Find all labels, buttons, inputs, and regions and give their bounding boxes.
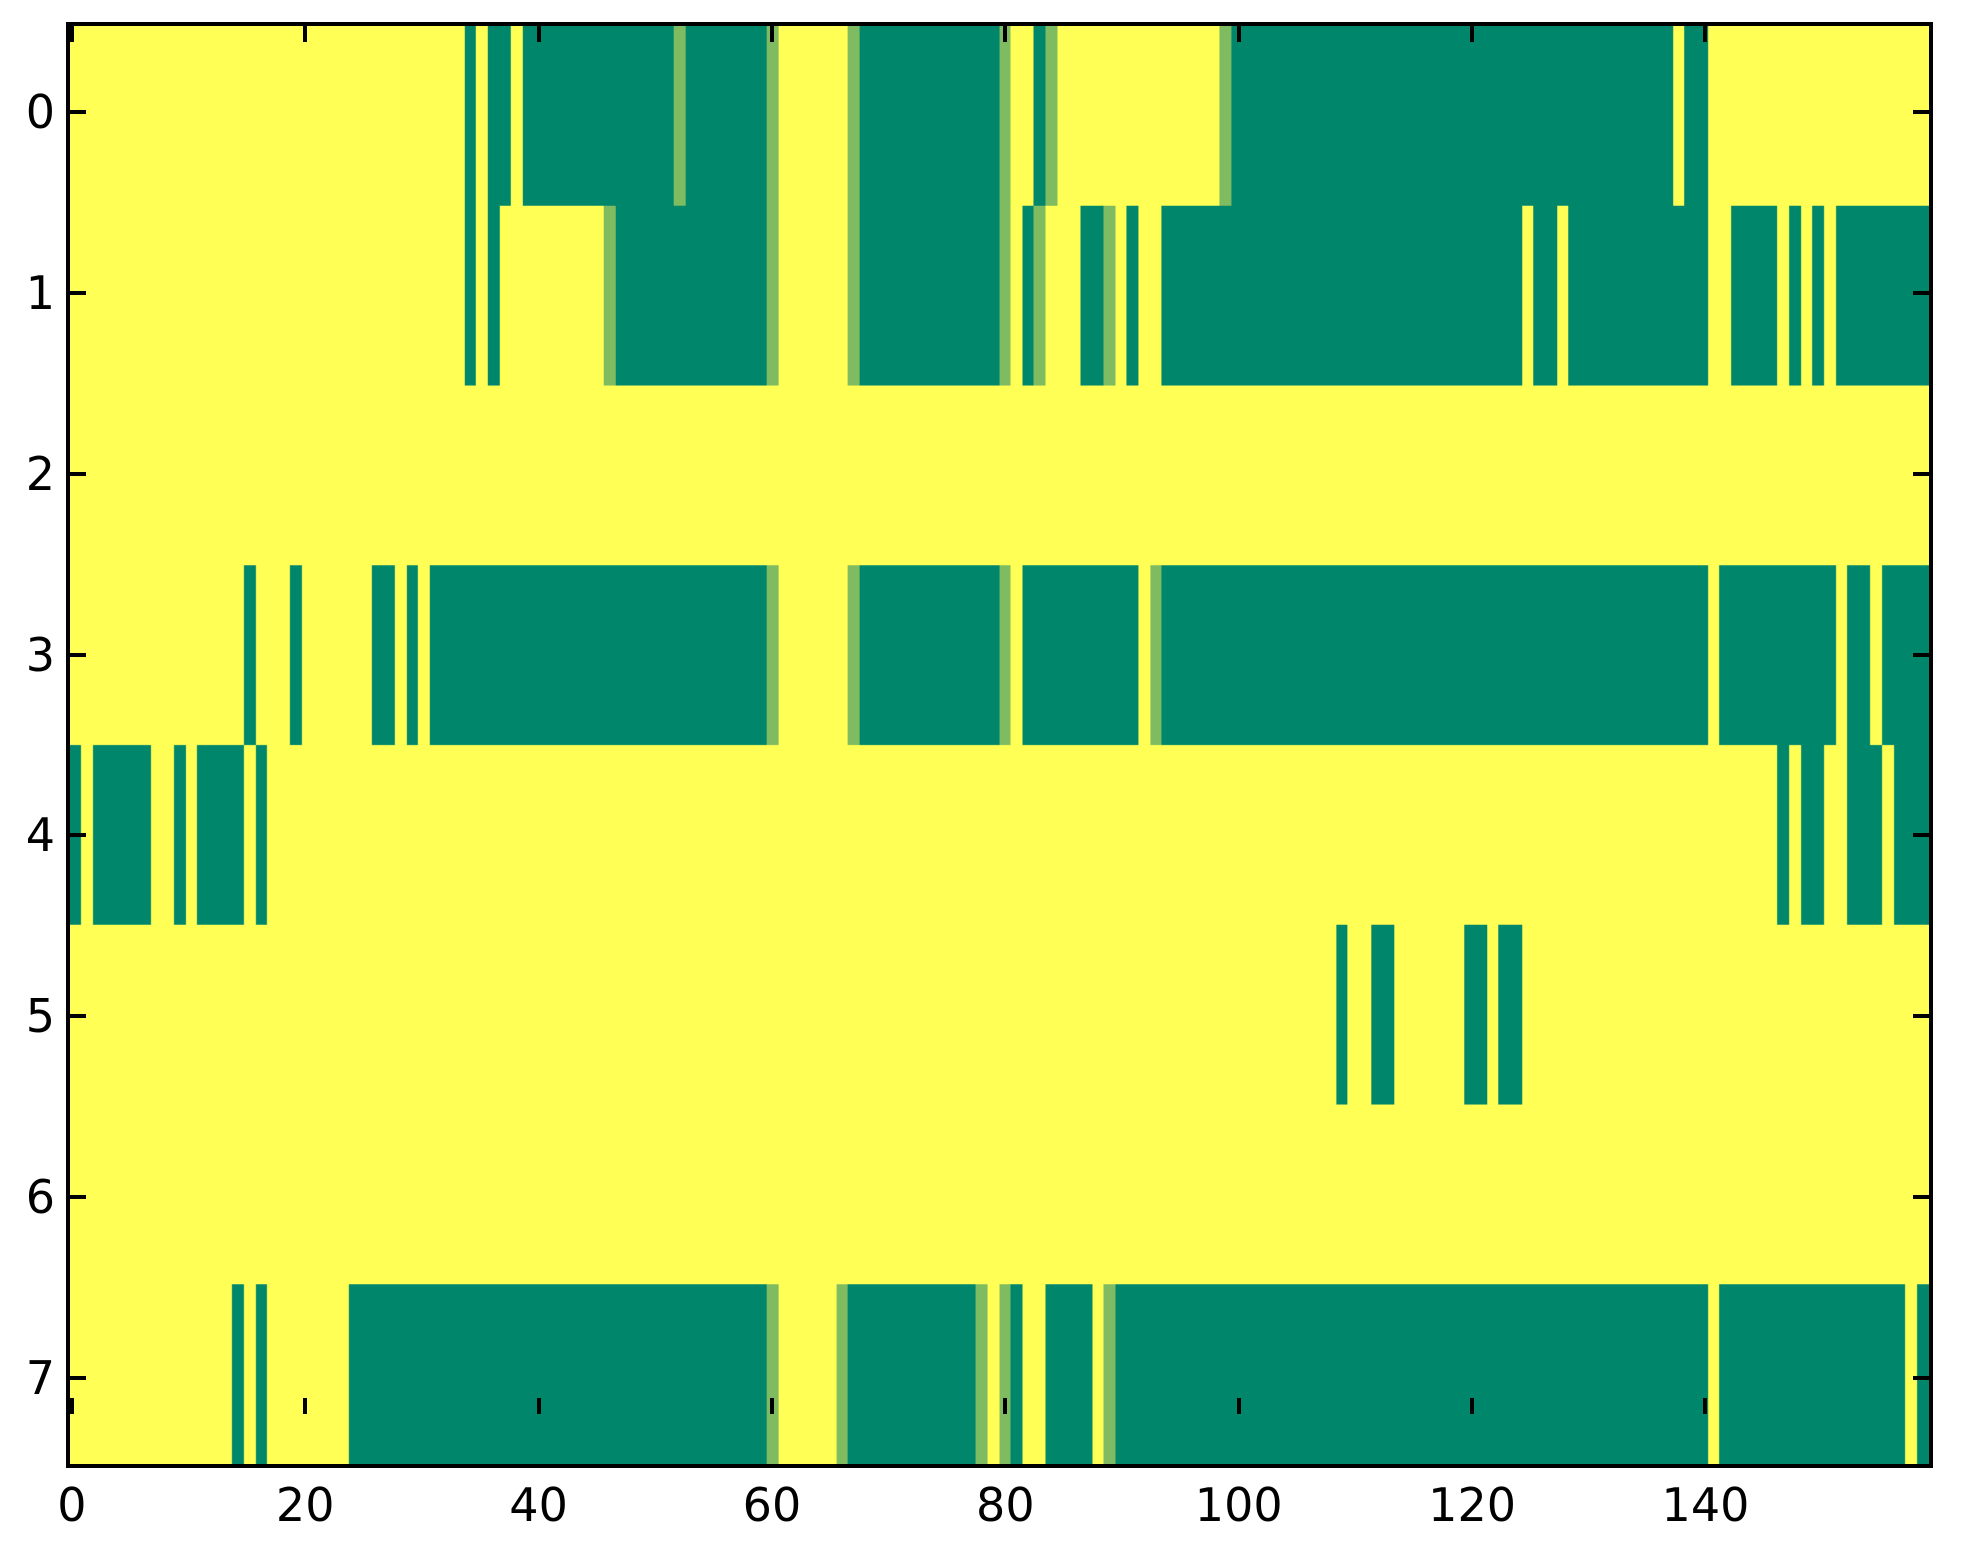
y-tick-label-2: 2 — [25, 446, 55, 501]
y-tick-mark-right-6 — [1913, 1194, 1929, 1199]
x-tick-mark-140 — [1703, 1398, 1708, 1414]
y-tick-label-0: 0 — [25, 85, 55, 140]
y-tick-label-6: 6 — [25, 1169, 55, 1224]
y-tick-label-7: 7 — [25, 1350, 55, 1405]
x-tick-label-0: 0 — [57, 1478, 87, 1532]
x-tick-mark-20 — [303, 1398, 308, 1414]
y-tick-mark-3 — [70, 652, 86, 657]
x-tick-mark-0 — [69, 1398, 74, 1414]
y-tick-mark-5 — [70, 1014, 86, 1019]
y-tick-mark-0 — [70, 110, 86, 115]
y-tick-mark-right-1 — [1913, 291, 1929, 296]
x-tick-mark-120 — [1470, 1398, 1475, 1414]
heatmap-axes[interactable] — [66, 22, 1933, 1468]
x-tick-mark-top-100 — [1236, 26, 1241, 42]
x-tick-mark-40 — [536, 1398, 541, 1414]
x-tick-label-140: 140 — [1661, 1478, 1750, 1532]
y-tick-mark-right-0 — [1913, 110, 1929, 115]
x-tick-mark-top-80 — [1003, 26, 1008, 42]
x-tick-label-80: 80 — [976, 1478, 1035, 1532]
x-tick-label-100: 100 — [1194, 1478, 1283, 1532]
x-tick-mark-top-120 — [1470, 26, 1475, 42]
x-tick-label-40: 40 — [509, 1478, 568, 1532]
y-tick-mark-right-3 — [1913, 652, 1929, 657]
y-tick-mark-right-2 — [1913, 471, 1929, 476]
x-tick-mark-top-140 — [1703, 26, 1708, 42]
y-tick-mark-right-7 — [1913, 1375, 1929, 1380]
y-tick-mark-right-5 — [1913, 1014, 1929, 1019]
y-tick-mark-4 — [70, 833, 86, 838]
x-tick-label-20: 20 — [275, 1478, 335, 1532]
x-tick-mark-top-60 — [769, 26, 774, 42]
y-tick-mark-1 — [70, 291, 86, 296]
y-tick-label-5: 5 — [25, 989, 55, 1044]
x-tick-mark-60 — [769, 1398, 774, 1414]
x-tick-mark-80 — [1003, 1398, 1008, 1414]
y-tick-mark-2 — [70, 471, 86, 476]
y-tick-mark-6 — [70, 1194, 86, 1199]
x-tick-mark-top-40 — [536, 26, 541, 42]
x-tick-mark-top-20 — [303, 26, 308, 42]
y-tick-label-4: 4 — [25, 808, 55, 863]
y-tick-mark-7 — [70, 1375, 86, 1380]
x-tick-mark-100 — [1236, 1398, 1241, 1414]
y-tick-mark-right-4 — [1913, 833, 1929, 838]
y-tick-label-1: 1 — [25, 266, 55, 321]
x-tick-label-60: 60 — [742, 1478, 802, 1532]
heatmap-image — [70, 26, 1929, 1464]
x-tick-mark-top-0 — [69, 26, 74, 42]
x-tick-label-120: 120 — [1428, 1478, 1516, 1532]
y-tick-label-3: 3 — [25, 627, 55, 682]
